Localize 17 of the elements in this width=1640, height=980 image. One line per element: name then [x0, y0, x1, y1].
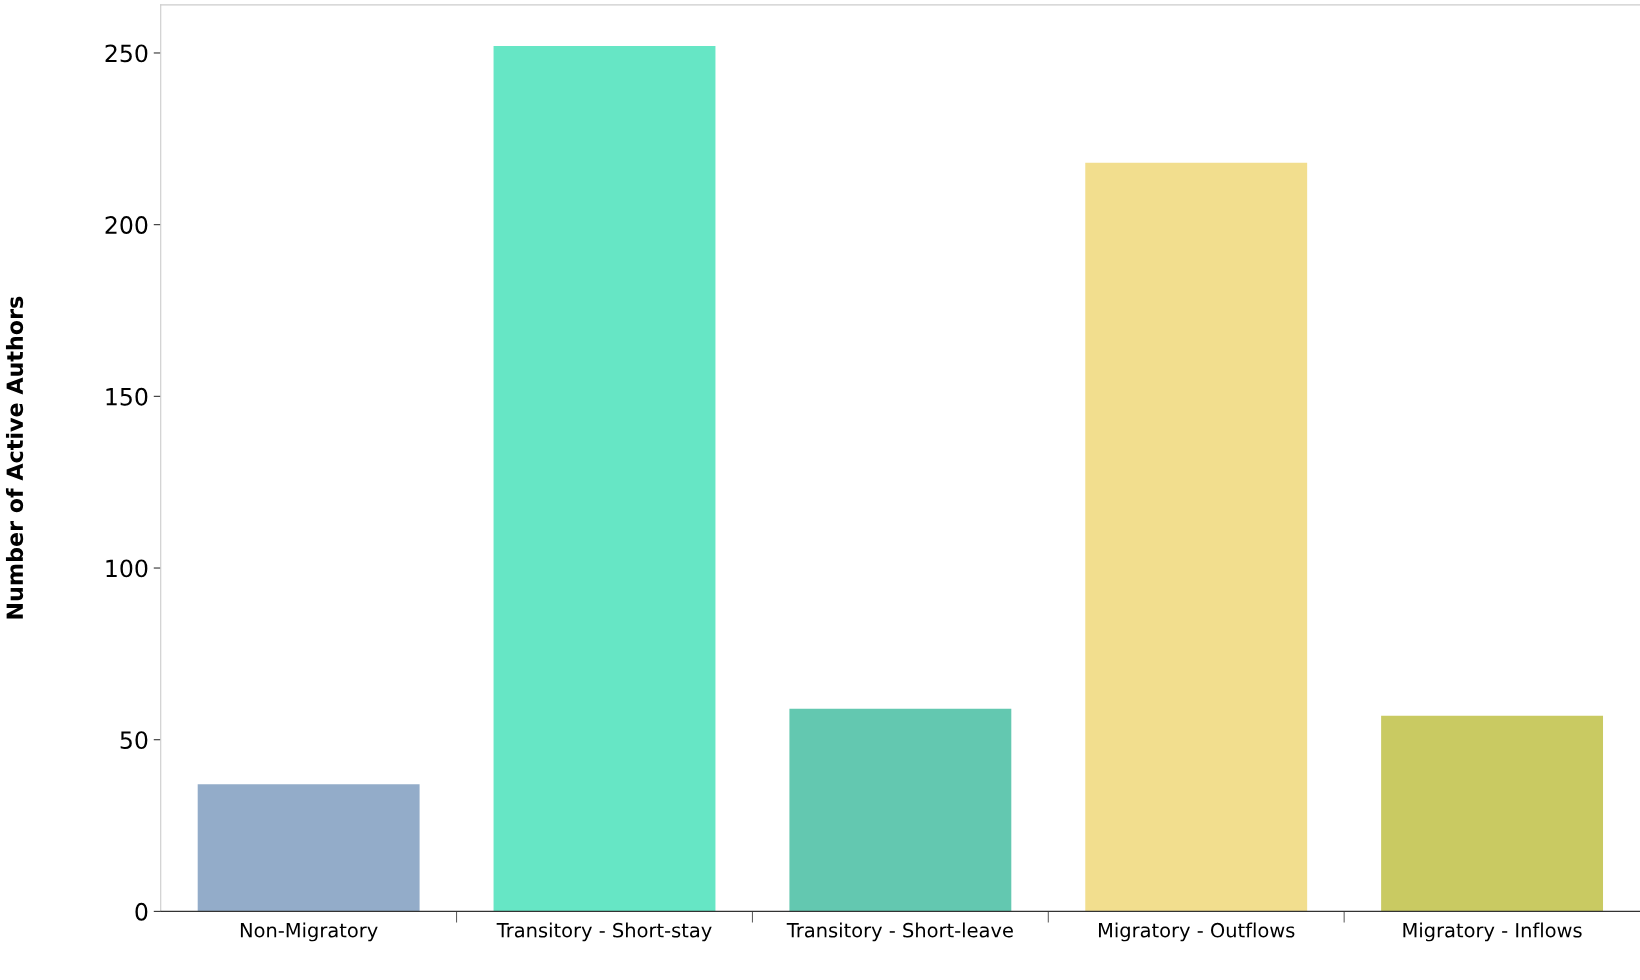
- x-tick-label: Non-Migratory: [240, 922, 378, 942]
- bar: [789, 708, 1012, 912]
- x-tick-label: Migratory - Outflows: [1099, 922, 1295, 942]
- x-tick-label: Migratory - Inflows: [1403, 922, 1582, 942]
- bar: [493, 46, 716, 912]
- y-tick-label: 100: [106, 559, 148, 578]
- y-tick-label: 250: [105, 44, 148, 63]
- y-tick-label: 50: [120, 731, 148, 750]
- bar: [1085, 162, 1308, 912]
- x-tick-label: Transitory - Short-stay: [496, 922, 712, 942]
- y-tick-label: 0: [135, 902, 148, 921]
- y-tick-label: 200: [105, 216, 148, 234]
- y-tick-label: 150: [106, 387, 148, 406]
- bar: [1381, 715, 1604, 912]
- bar: [197, 784, 420, 912]
- x-tick-label: Transitory - Short-leave: [786, 922, 1013, 942]
- y-axis-title: Number of Active Authors: [5, 296, 24, 619]
